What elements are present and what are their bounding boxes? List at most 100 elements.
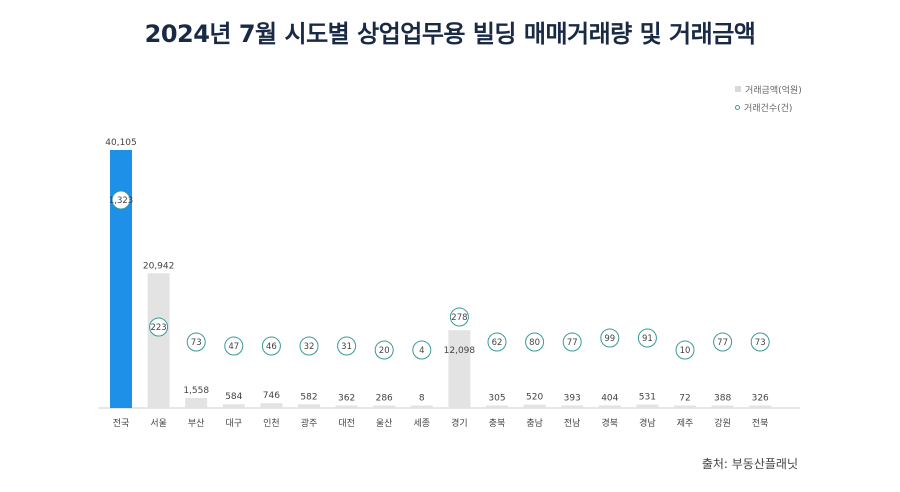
count-label-15: 10 xyxy=(680,346,691,356)
x-tick-label-15: 제주 xyxy=(677,418,694,429)
bar-value-label-6: 362 xyxy=(338,394,355,404)
count-marker-10 xyxy=(487,332,507,352)
bar-value-label-17: 326 xyxy=(752,394,769,404)
bar-value-label-10: 305 xyxy=(488,394,505,404)
x-tick-label-12: 전남 xyxy=(564,418,581,429)
count-marker-8 xyxy=(412,340,432,360)
count-label-9: 278 xyxy=(451,313,467,323)
x-tick-label-13: 경북 xyxy=(602,417,619,429)
bar-12 xyxy=(561,405,584,408)
bar-11 xyxy=(523,404,546,408)
count-marker-13 xyxy=(600,328,620,348)
bar-value-label-11: 520 xyxy=(526,393,543,403)
count-label-5: 32 xyxy=(304,342,315,352)
bar-value-label-5: 582 xyxy=(300,392,317,402)
x-tick-label-2: 부산 xyxy=(188,418,205,429)
count-marker-11 xyxy=(525,332,545,352)
count-label-6: 31 xyxy=(341,342,352,352)
count-label-14: 91 xyxy=(642,334,653,344)
count-marker-9 xyxy=(449,307,469,327)
bar-0 xyxy=(110,150,132,408)
x-tick-label-16: 강원 xyxy=(714,418,731,429)
bar-10 xyxy=(486,405,508,408)
bar-1 xyxy=(147,273,170,408)
count-marker-0 xyxy=(111,190,131,210)
legend-label-count: 거래건수(건) xyxy=(744,103,793,114)
count-marker-17 xyxy=(750,332,770,352)
legend-swatch-amount xyxy=(735,86,741,92)
legend-item-count: 거래건수(건) xyxy=(735,98,802,116)
count-label-10: 62 xyxy=(492,338,503,348)
x-tick-label-17: 전북 xyxy=(752,418,769,429)
bar-value-label-4: 746 xyxy=(263,391,280,401)
bar-2 xyxy=(185,397,208,408)
bar-value-label-8: 8 xyxy=(419,394,425,404)
x-tick-label-0: 전국 xyxy=(113,418,130,429)
bar-value-label-2: 1,558 xyxy=(183,386,209,396)
count-marker-15 xyxy=(675,340,695,360)
bar-value-label-0: 40,105 xyxy=(105,138,137,148)
bar-13 xyxy=(598,405,621,408)
count-marker-4 xyxy=(261,336,281,356)
x-tick-label-10: 충북 xyxy=(489,418,506,429)
x-tick-label-11: 충남 xyxy=(526,418,543,429)
x-tick-label-1: 서울 xyxy=(150,418,167,429)
count-label-7: 20 xyxy=(379,346,390,356)
x-tick-label-7: 울산 xyxy=(376,418,393,429)
count-label-16: 77 xyxy=(717,338,728,348)
bar-value-label-13: 404 xyxy=(601,393,618,403)
bar-9 xyxy=(448,330,471,408)
count-marker-7 xyxy=(374,340,394,360)
count-marker-5 xyxy=(299,336,319,356)
x-tick-label-3: 대구 xyxy=(226,418,243,429)
bar-value-label-12: 393 xyxy=(564,393,581,403)
bar-value-label-16: 388 xyxy=(714,394,731,404)
x-tick-label-5: 광주 xyxy=(301,417,318,429)
count-label-8: 4 xyxy=(419,346,424,356)
bar-value-label-14: 531 xyxy=(639,393,656,403)
legend-swatch-count xyxy=(735,104,740,110)
count-label-0: 1,323 xyxy=(109,196,133,206)
count-label-4: 46 xyxy=(266,342,277,352)
count-marker-2 xyxy=(186,332,206,352)
count-label-3: 47 xyxy=(228,342,239,352)
count-label-11: 80 xyxy=(529,338,540,348)
x-tick-label-6: 대전 xyxy=(338,418,355,429)
bar-16 xyxy=(711,405,734,408)
count-marker-1 xyxy=(149,317,169,337)
legend: 거래금액(억원) 거래건수(건) xyxy=(735,80,802,116)
bar-6 xyxy=(335,405,358,408)
bar-3 xyxy=(222,404,245,408)
bar-14 xyxy=(636,404,659,408)
count-marker-14 xyxy=(637,328,657,348)
legend-item-amount: 거래금액(억원) xyxy=(735,80,802,98)
count-marker-3 xyxy=(224,336,244,356)
count-label-17: 73 xyxy=(755,338,766,348)
x-tick-label-4: 인천 xyxy=(263,418,280,429)
count-label-1: 223 xyxy=(150,323,166,333)
bar-value-label-7: 286 xyxy=(376,394,393,404)
count-label-2: 73 xyxy=(191,338,202,348)
bar-value-label-3: 584 xyxy=(225,392,242,402)
x-tick-label-14: 경남 xyxy=(639,417,656,429)
bar-value-label-15: 72 xyxy=(679,394,690,404)
bar-7 xyxy=(373,405,396,408)
count-label-13: 99 xyxy=(604,334,615,344)
chart-title: 2024년 7월 시도별 상업업무용 빌딩 매매거래량 및 거래금액 xyxy=(144,20,756,48)
x-tick-label-8: 세종 xyxy=(414,418,431,429)
legend-label-amount: 거래금액(억원) xyxy=(745,85,802,96)
bar-4 xyxy=(260,403,283,408)
count-marker-6 xyxy=(337,336,357,356)
source-note: 출처: 부동산플래닛 xyxy=(701,457,798,471)
bar-value-label-1: 20,942 xyxy=(143,261,175,271)
x-tick-label-9: 경기 xyxy=(451,417,468,429)
bar-15 xyxy=(674,405,696,408)
count-marker-12 xyxy=(562,332,582,352)
bar-8 xyxy=(410,405,433,408)
bar-17 xyxy=(749,405,772,408)
count-label-12: 77 xyxy=(567,338,578,348)
bar-5 xyxy=(298,404,320,408)
count-marker-16 xyxy=(713,332,733,352)
bar-value-label-9: 12,098 xyxy=(444,346,476,356)
